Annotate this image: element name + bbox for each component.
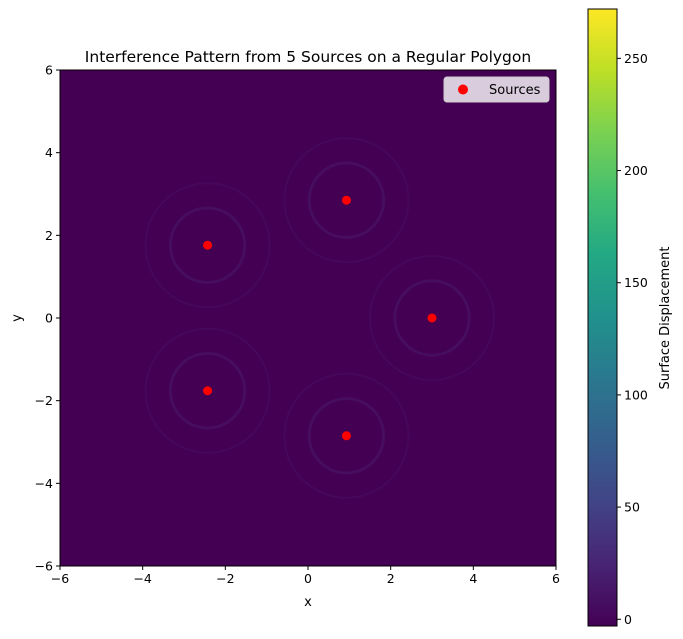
y-tick-label: −2 — [35, 393, 53, 408]
source-point-5[interactable] — [341, 431, 351, 441]
y-tick-label: −6 — [35, 559, 53, 574]
x-tick-label: −6 — [51, 571, 69, 586]
x-axis: −6 −4 −2 0 2 4 6 — [51, 566, 560, 586]
ripple-ring — [283, 372, 410, 499]
source-point-1[interactable] — [427, 313, 437, 323]
colorbar-label: Surface Displacement — [658, 246, 673, 389]
source-point-3[interactable] — [203, 240, 213, 250]
colorbar-gradient — [587, 8, 618, 627]
x-tick-label: 0 — [304, 571, 312, 586]
y-axis: −6 −4 −2 0 2 4 6 — [35, 63, 60, 574]
ripple-ring — [168, 352, 247, 430]
x-tick-label: 6 — [552, 571, 560, 586]
colorbar-tick-label: 50 — [624, 500, 640, 515]
source-point-2[interactable] — [341, 195, 351, 205]
legend[interactable]: Sources — [443, 76, 550, 103]
colorbar-tick-label: 150 — [624, 275, 648, 290]
interference-ripples — [144, 137, 495, 499]
ripple-ring — [369, 255, 495, 381]
legend-marker — [458, 84, 468, 95]
chart-title: Interference Pattern from 5 Sources on a… — [85, 48, 531, 66]
ripple-ring — [393, 279, 471, 357]
sources-series[interactable] — [203, 195, 437, 441]
colorbar-tick-label: 250 — [624, 51, 648, 66]
y-tick-label: 2 — [45, 228, 53, 243]
colorbar-ticks: 0 50 100 150 200 250 — [617, 51, 648, 627]
colorbar-tick-label: 100 — [624, 387, 648, 402]
x-tick-label: −2 — [216, 571, 234, 586]
plot-area — [59, 69, 557, 567]
heatmap-field — [60, 70, 556, 566]
colorbar-tick-label: 0 — [624, 612, 632, 627]
x-tick-label: −4 — [133, 571, 151, 586]
y-axis-label: y — [10, 314, 25, 322]
y-tick-label: 6 — [45, 63, 53, 78]
ripple-ring — [144, 327, 271, 454]
x-tick-label: 2 — [387, 571, 395, 586]
legend-box — [443, 76, 550, 103]
ripple-ring — [307, 397, 386, 475]
colorbar: 0 50 100 150 200 250 Surface Displacement — [587, 8, 673, 627]
x-tick-label: 4 — [469, 571, 477, 586]
y-tick-label: −4 — [35, 476, 53, 491]
source-point-4[interactable] — [203, 386, 213, 396]
legend-label: Sources — [489, 83, 541, 98]
ripple-ring — [144, 182, 271, 309]
ripple-ring — [307, 161, 386, 239]
x-axis-label: x — [304, 595, 312, 610]
y-tick-label: 4 — [45, 145, 53, 160]
ripple-ring — [168, 206, 247, 284]
colorbar-tick-label: 200 — [624, 163, 648, 178]
ripple-ring — [283, 137, 410, 264]
y-tick-label: 0 — [45, 311, 53, 326]
